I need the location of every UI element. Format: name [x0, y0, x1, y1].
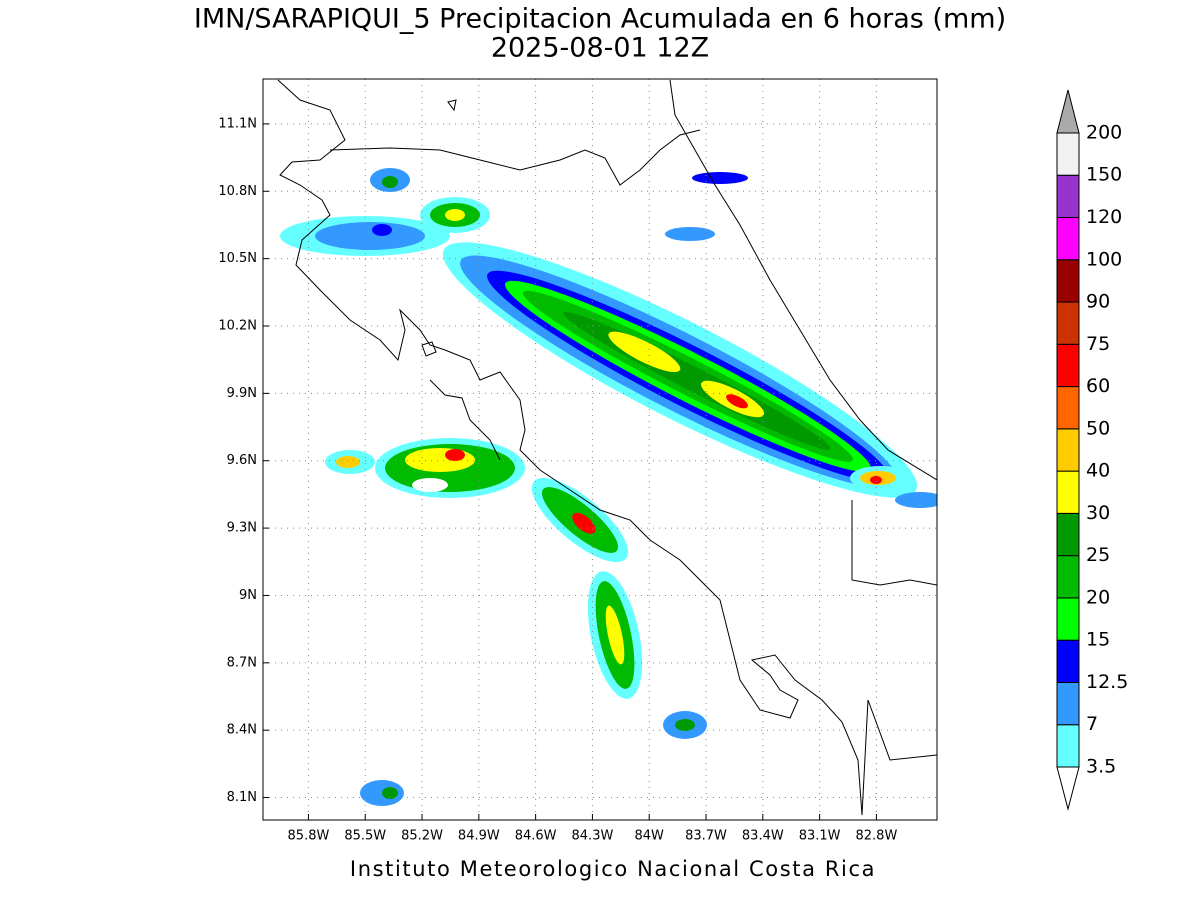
- colorbar-box: [1056, 343, 1080, 388]
- y-tick-label: 11.1N: [218, 116, 257, 131]
- colorbar-label: 20: [1086, 586, 1110, 608]
- colorbar-box: [1056, 470, 1080, 514]
- x-tick-label: 83.1W: [799, 829, 841, 844]
- y-tick-label: 10.2N: [218, 319, 257, 334]
- x-tick-label: 85.8W: [288, 829, 330, 844]
- colorbar-box: [1056, 259, 1080, 303]
- colorbar-box: [1056, 301, 1080, 345]
- x-tick-label: 84.3W: [572, 829, 614, 844]
- map-frame: [262, 78, 938, 821]
- colorbar-box: [1056, 216, 1080, 261]
- colorbar: 3.5 7 12.5 15 20 25 30 40 50 60 75 90 100 120 150 200: [1056, 89, 1128, 811]
- colorbar-label: 15: [1086, 629, 1110, 651]
- colorbar-label: 150: [1086, 164, 1122, 186]
- colorbar-label: 40: [1086, 460, 1110, 482]
- y-tick-label: 9.6N: [227, 453, 257, 468]
- footer: Instituto Meteorologico Nacional Costa R…: [350, 857, 876, 881]
- colorbar-box: [1056, 132, 1080, 176]
- y-tick-label: 10.8N: [218, 184, 257, 199]
- colorbar-box: [1056, 724, 1080, 768]
- colorbar-label: 50: [1086, 417, 1110, 439]
- coastlines: [277, 79, 937, 816]
- grid: [263, 79, 937, 820]
- subtitle: 2025-08-01 12Z: [491, 33, 709, 64]
- colorbar-label: 12.5: [1086, 671, 1128, 693]
- y-tick-label: 8.4N: [227, 723, 257, 738]
- x-tick-label: 82.8W: [856, 829, 898, 844]
- ticks: 85.8W 85.5W 85.2W 84.9W 84.6W 84.3W 84W 83.7W 83…: [218, 116, 897, 843]
- colorbar-label: 120: [1086, 206, 1122, 228]
- colorbar-label: 90: [1086, 291, 1110, 313]
- colorbar-box: [1056, 512, 1080, 557]
- x-tick-label: 84.6W: [515, 829, 557, 844]
- y-tick-label: 8.7N: [227, 655, 257, 670]
- colorbar-label: 75: [1086, 333, 1110, 355]
- y-tick-label: 9.3N: [227, 521, 257, 536]
- y-tick-label: 9N: [239, 588, 257, 603]
- colorbar-label: 25: [1086, 544, 1110, 566]
- x-tick-label: 84.9W: [458, 829, 500, 844]
- precipitation-field: [280, 168, 937, 806]
- colorbar-box: [1056, 428, 1080, 472]
- colorbar-box: [1056, 386, 1080, 430]
- y-tick-label: 8.1N: [227, 790, 257, 805]
- x-tick-label: 83.4W: [742, 829, 784, 844]
- colorbar-under: [1056, 766, 1080, 811]
- colorbar-label: 3.5: [1086, 756, 1116, 778]
- y-tick-label: 10.5N: [218, 251, 257, 266]
- colorbar-label: 100: [1086, 248, 1122, 270]
- colorbar-label: 7: [1086, 713, 1098, 735]
- colorbar-box: [1056, 597, 1080, 641]
- x-tick-label: 84W: [635, 829, 665, 844]
- colorbar-box: [1056, 174, 1080, 218]
- colorbar-box: [1056, 555, 1080, 599]
- colorbar-label: 200: [1086, 121, 1122, 143]
- colorbar-box: [1056, 681, 1080, 726]
- title: IMN/SARAPIQUI_5 Precipitacion Acumulada …: [194, 4, 1006, 35]
- colorbar-label: 60: [1086, 375, 1110, 397]
- x-tick-label: 85.2W: [401, 829, 443, 844]
- x-tick-label: 83.7W: [685, 829, 727, 844]
- colorbar-over: [1056, 89, 1080, 134]
- y-tick-label: 9.9N: [227, 386, 257, 401]
- x-tick-label: 85.5W: [344, 829, 386, 844]
- colorbar-label: 30: [1086, 502, 1110, 524]
- colorbar-box: [1056, 639, 1080, 683]
